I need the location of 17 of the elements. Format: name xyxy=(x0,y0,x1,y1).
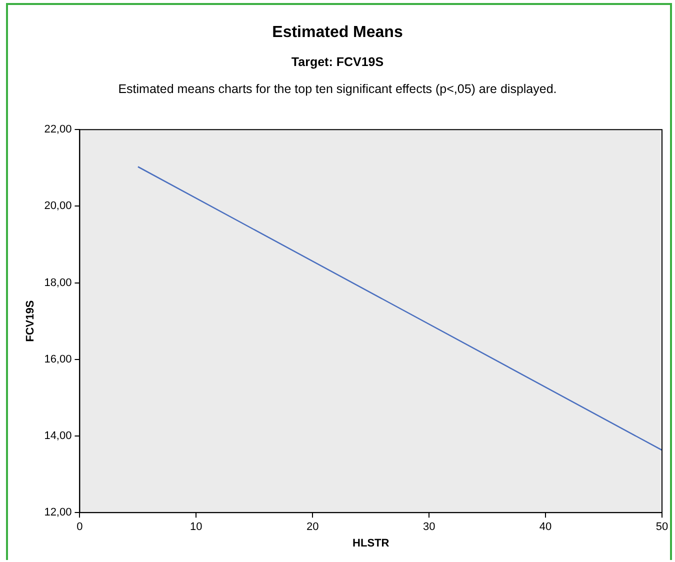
x-axis-title: HLSTR xyxy=(352,537,390,550)
chart-title: Estimated Means xyxy=(271,24,404,42)
y-tick-label: 18,00 xyxy=(44,276,72,289)
x-tick-label: 30 xyxy=(422,521,436,534)
x-tick-label: 40 xyxy=(539,521,552,534)
y-tick-label: 14,00 xyxy=(44,430,72,442)
text: Estimated means charts for the top ten significant effects (p<,05) are displayed. xyxy=(117,82,558,96)
y-tick-label: 12,00 xyxy=(44,506,72,519)
x-tick-label: 20 xyxy=(306,521,319,534)
x-tick-label: 10 xyxy=(190,521,202,534)
x-tick-label: 0 xyxy=(76,521,83,534)
y-tick-label: 22,00 xyxy=(44,124,72,136)
chart-subtitle: Target: FCV19S xyxy=(290,55,385,69)
x-tick-label: 50 xyxy=(656,521,668,534)
y-tick-label: 20,00 xyxy=(44,200,72,212)
y-tick-label: 16,00 xyxy=(44,353,72,366)
y-axis-title: FCV19S xyxy=(24,300,37,342)
